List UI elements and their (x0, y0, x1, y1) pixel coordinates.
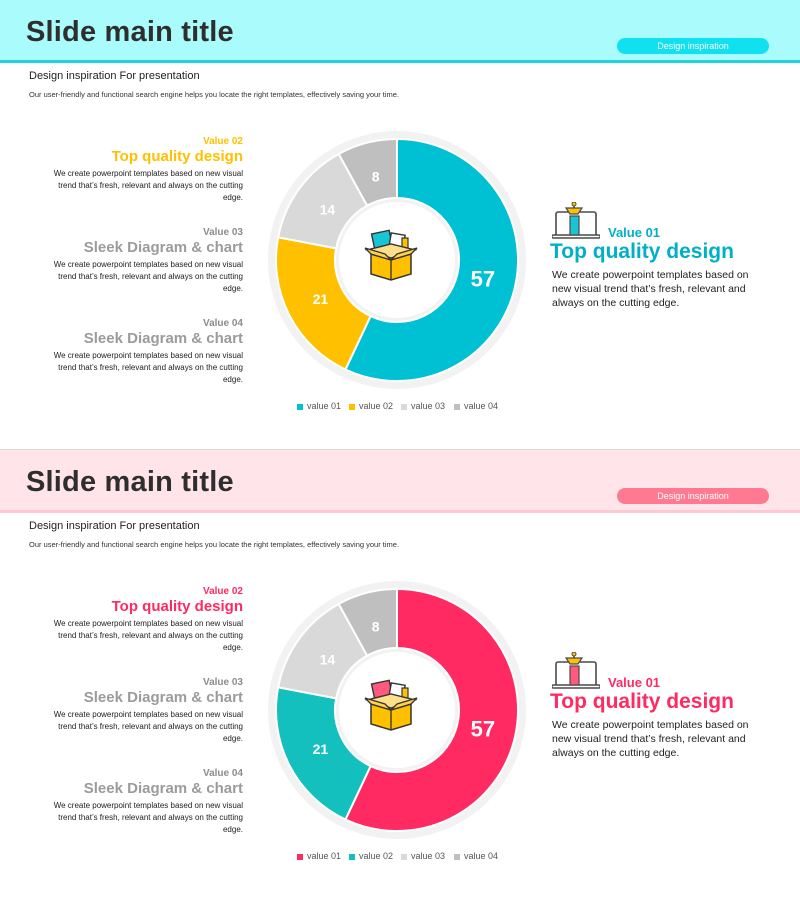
legend-label: value 01 (307, 851, 342, 861)
legend-item: value 04 (454, 401, 498, 411)
value-label: Value 04 (202, 318, 243, 329)
legend-label: value 03 (411, 851, 446, 861)
legend-label: value 04 (464, 401, 499, 411)
donut-slice-value-01 (344, 137, 519, 382)
slide-pink: Slide main title Design inspiration Design… (0, 450, 800, 900)
data-label: 8 (372, 169, 380, 185)
value-block-left: Value 02 Top quality design We create powe… (33, 136, 243, 204)
laptop-pencil-icon (551, 201, 601, 240)
data-label: 57 (471, 267, 495, 292)
legend-item: value 03 (401, 851, 445, 861)
value-heading: Top quality design (111, 148, 243, 165)
legend-item: value 04 (454, 851, 498, 861)
donut-slice-value-04 (337, 587, 398, 658)
value-block-left: Value 03 Sleek Diagram & chart We create p… (33, 677, 243, 745)
presentation-subtitle: Design inspiration For presentation (29, 70, 200, 82)
slide-teal: Slide main title Design inspiration Design… (0, 0, 800, 415)
value-01-body: We create powerpoint templates based on … (552, 269, 749, 309)
value-label: Value 02 (202, 136, 243, 147)
legend-swatch (349, 403, 355, 410)
value-01-heading: Top quality design (550, 240, 734, 263)
legend-label: value 04 (464, 851, 499, 861)
legend-item: value 02 (349, 401, 393, 411)
data-label: 8 (372, 619, 380, 635)
presentation-description: Our user-friendly and functional search … (29, 90, 400, 99)
value-heading: Top quality design (111, 598, 243, 615)
data-label: 57 (471, 717, 495, 742)
legend-swatch (349, 853, 355, 860)
chart-legend: value 01 value 02 value 03 value 04 (297, 851, 517, 865)
header-underline (0, 510, 800, 513)
value-01-body: We create powerpoint templates based on … (552, 719, 749, 759)
header-underline (0, 60, 800, 63)
open-box-icon (363, 678, 419, 732)
value-01-heading: Top quality design (550, 690, 734, 713)
data-label: 21 (313, 291, 329, 307)
data-label: 14 (320, 201, 336, 217)
value-label: Value 03 (202, 677, 243, 688)
value-body: We create powerpoint templates based on … (53, 169, 243, 202)
value-heading: Sleek Diagram & chart (83, 330, 243, 347)
legend-item: value 01 (297, 851, 341, 861)
legend-swatch (297, 853, 303, 860)
donut-slice-value-02 (275, 686, 372, 821)
design-inspiration-pill: Design inspiration (617, 488, 769, 504)
laptop-pencil-icon (551, 651, 601, 690)
value-block-left: Value 02 Top quality design We create powe… (33, 586, 243, 654)
value-heading: Sleek Diagram & chart (83, 239, 243, 256)
value-01-label: Value 01 (608, 675, 661, 690)
legend-label: value 02 (359, 401, 394, 411)
legend-swatch (401, 853, 407, 860)
value-body: We create powerpoint templates based on … (53, 351, 243, 384)
value-body: We create powerpoint templates based on … (53, 619, 243, 652)
open-box-icon (363, 228, 419, 282)
legend-label: value 03 (411, 401, 446, 411)
donut-slice-value-01 (344, 587, 519, 832)
value-body: We create powerpoint templates based on … (53, 801, 243, 834)
legend-swatch (297, 403, 303, 410)
legend-swatch (454, 403, 460, 410)
legend-item: value 01 (297, 401, 341, 411)
legend-label: value 02 (359, 851, 394, 861)
data-label: 21 (313, 741, 329, 757)
legend-swatch (401, 403, 407, 410)
presentation-subtitle: Design inspiration For presentation (29, 520, 200, 532)
slide-divider (0, 449, 800, 450)
value-block-left: Value 03 Sleek Diagram & chart We create p… (33, 227, 243, 295)
value-heading: Sleek Diagram & chart (83, 780, 243, 797)
value-01-label: Value 01 (608, 225, 661, 240)
donut-slice-value-02 (275, 236, 372, 371)
slide-title: Slide main title (26, 466, 234, 498)
legend-swatch (454, 853, 460, 860)
design-inspiration-pill: Design inspiration (617, 38, 769, 54)
legend-item: value 03 (401, 401, 445, 411)
legend-label: value 01 (307, 401, 342, 411)
value-body: We create powerpoint templates based on … (53, 260, 243, 293)
value-block-left: Value 04 Sleek Diagram & chart We create p… (33, 768, 243, 836)
value-label: Value 04 (202, 768, 243, 779)
donut-slice-value-04 (337, 137, 398, 208)
value-label: Value 03 (202, 227, 243, 238)
value-heading: Sleek Diagram & chart (83, 689, 243, 706)
value-block-left: Value 04 Sleek Diagram & chart We create p… (33, 318, 243, 386)
legend-item: value 02 (349, 851, 393, 861)
chart-legend: value 01 value 02 value 03 value 04 (297, 401, 517, 415)
value-body: We create powerpoint templates based on … (53, 710, 243, 743)
data-label: 14 (320, 651, 336, 667)
slide-title: Slide main title (26, 16, 234, 48)
presentation-description: Our user-friendly and functional search … (29, 540, 400, 549)
value-label: Value 02 (202, 586, 243, 597)
